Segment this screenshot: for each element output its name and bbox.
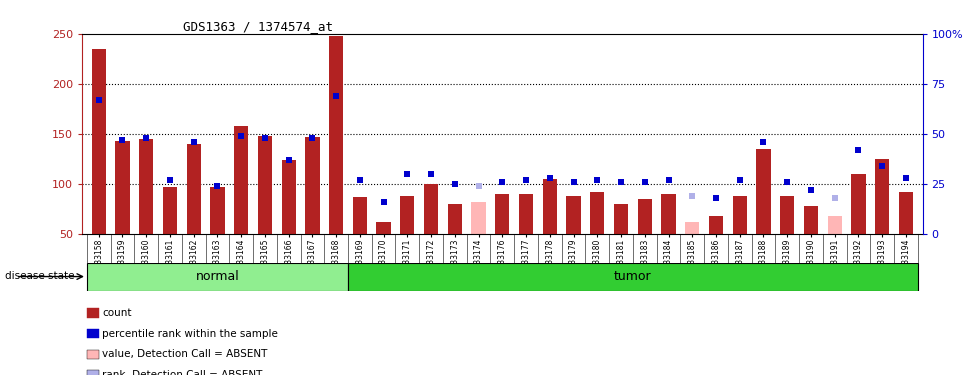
Bar xyxy=(804,206,818,234)
Point xyxy=(542,175,557,181)
Bar xyxy=(348,262,918,291)
Bar xyxy=(258,136,272,234)
Point xyxy=(661,177,676,183)
Text: tumor: tumor xyxy=(614,270,652,283)
Point xyxy=(115,137,130,143)
Bar xyxy=(566,196,581,234)
Text: value, Detection Call = ABSENT: value, Detection Call = ABSENT xyxy=(102,350,268,359)
Bar xyxy=(496,194,509,234)
Bar xyxy=(163,187,177,234)
Bar xyxy=(781,196,794,234)
Point xyxy=(447,181,463,187)
Point xyxy=(400,171,415,177)
Text: normal: normal xyxy=(195,270,240,283)
Point xyxy=(708,195,724,201)
Point xyxy=(589,177,605,183)
Bar xyxy=(186,144,201,234)
Point xyxy=(353,177,368,183)
Bar xyxy=(709,216,724,234)
Point xyxy=(874,163,890,169)
Bar xyxy=(329,36,343,234)
Bar xyxy=(875,159,890,234)
Bar xyxy=(851,174,866,234)
Bar xyxy=(471,202,486,234)
Bar xyxy=(87,262,348,291)
Bar xyxy=(590,192,605,234)
Point xyxy=(470,183,486,189)
Point xyxy=(186,139,202,145)
Point xyxy=(827,195,842,201)
Bar xyxy=(898,192,913,234)
Bar xyxy=(305,137,320,234)
Point xyxy=(376,199,391,205)
Bar xyxy=(234,126,248,234)
Point xyxy=(685,193,700,199)
Point xyxy=(851,147,867,153)
Text: percentile rank within the sample: percentile rank within the sample xyxy=(102,329,278,339)
Bar xyxy=(377,222,390,234)
Point xyxy=(328,93,344,99)
Point xyxy=(304,135,320,141)
Bar xyxy=(400,196,414,234)
Point xyxy=(495,179,510,185)
Point xyxy=(423,171,439,177)
Point xyxy=(780,179,795,185)
Bar xyxy=(353,197,367,234)
Point xyxy=(234,133,249,139)
Point xyxy=(613,179,629,185)
Text: rank, Detection Call = ABSENT: rank, Detection Call = ABSENT xyxy=(102,370,263,375)
Bar xyxy=(115,141,129,234)
Point xyxy=(732,177,748,183)
Bar xyxy=(447,204,462,234)
Bar xyxy=(139,139,154,234)
Bar xyxy=(92,49,106,234)
Point xyxy=(257,135,272,141)
Point xyxy=(162,177,178,183)
Text: disease state: disease state xyxy=(5,272,74,281)
Point xyxy=(281,157,297,163)
Point xyxy=(210,183,225,189)
Bar xyxy=(732,196,747,234)
Point xyxy=(566,179,582,185)
Bar xyxy=(756,149,771,234)
Point xyxy=(898,175,914,181)
Bar xyxy=(614,204,628,234)
Bar xyxy=(424,184,439,234)
Bar xyxy=(211,187,224,234)
Point xyxy=(91,97,106,103)
Point xyxy=(803,187,818,193)
Point xyxy=(755,139,771,145)
Point xyxy=(637,179,652,185)
Bar xyxy=(662,194,675,234)
Bar xyxy=(638,199,652,234)
Point xyxy=(519,177,534,183)
Bar xyxy=(828,216,841,234)
Bar xyxy=(543,179,557,234)
Text: GDS1363 / 1374574_at: GDS1363 / 1374574_at xyxy=(183,20,333,33)
Bar xyxy=(685,222,699,234)
Point xyxy=(138,135,154,141)
Text: count: count xyxy=(102,308,132,318)
Bar xyxy=(281,160,296,234)
Bar xyxy=(519,194,533,234)
